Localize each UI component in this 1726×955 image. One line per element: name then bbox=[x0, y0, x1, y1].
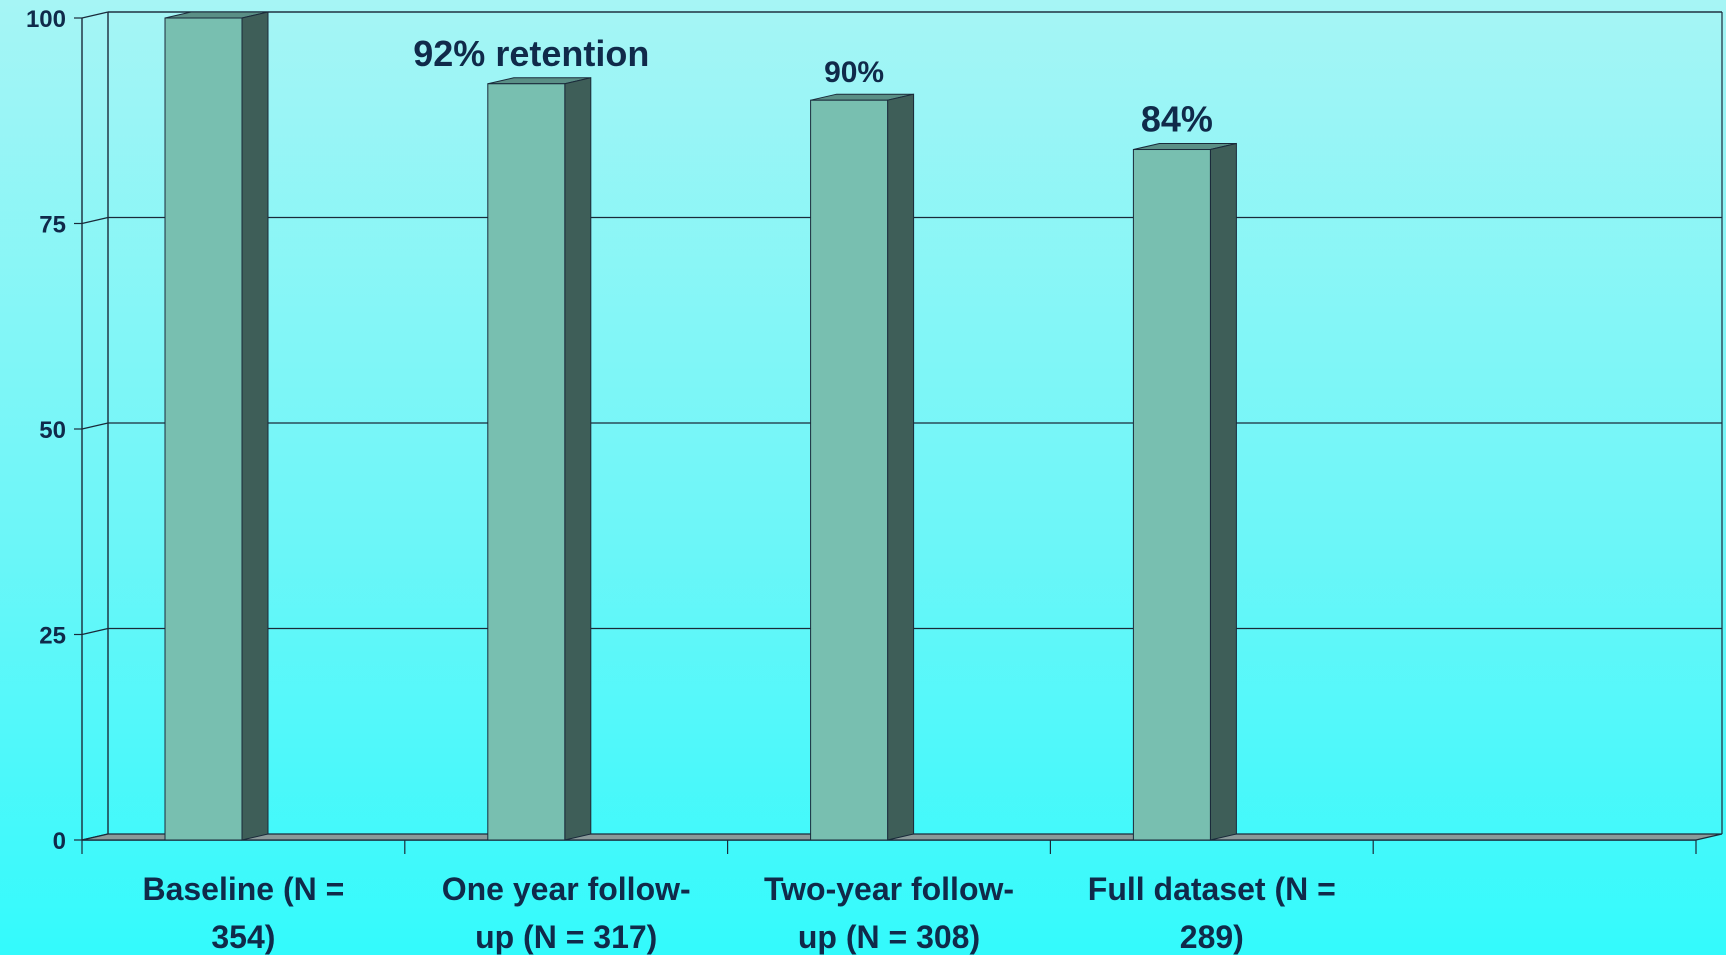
bar-side bbox=[241, 11, 269, 841]
bar bbox=[164, 17, 243, 841]
y-depth-tick bbox=[81, 422, 109, 430]
bar-data-label: 90% bbox=[824, 56, 884, 89]
x-category-label: One year follow- bbox=[442, 871, 691, 907]
y-axis-ticks: 0 25 50 75 100 bbox=[26, 6, 66, 855]
bar-side bbox=[887, 93, 915, 841]
y-tick-label: 100 bbox=[26, 6, 66, 33]
x-category-label: Two-year follow- bbox=[764, 871, 1014, 907]
bar bbox=[1132, 149, 1211, 841]
x-category-label: Full dataset (N = bbox=[1088, 871, 1336, 907]
bar-side bbox=[564, 77, 592, 841]
y-tick-label: 0 bbox=[53, 828, 66, 855]
x-category-label: 354) bbox=[211, 919, 275, 955]
y-depth-tick bbox=[81, 11, 109, 19]
y-tick-label: 25 bbox=[39, 623, 66, 650]
bar bbox=[810, 99, 889, 841]
y-tick-label: 50 bbox=[39, 417, 66, 444]
bars bbox=[164, 11, 1237, 841]
x-category-label: up (N = 317) bbox=[475, 919, 657, 955]
bar-side bbox=[1209, 142, 1237, 841]
y-depth-tick bbox=[81, 216, 109, 225]
x-category-label: Baseline (N = bbox=[142, 871, 344, 907]
y-tick-label: 75 bbox=[39, 212, 66, 239]
data-labels: 92% retention 90% 84% bbox=[413, 33, 1213, 140]
gridlines bbox=[108, 11, 1722, 630]
bar bbox=[487, 83, 566, 841]
bar-data-label: 92% retention bbox=[413, 33, 649, 74]
y-depth-tick bbox=[81, 627, 109, 636]
x-axis-categories: Baseline (N = 354) One year follow-up (N =… bbox=[142, 871, 1335, 955]
x-category-label: up (N = 308) bbox=[798, 919, 980, 955]
bar-data-label: 84% bbox=[1141, 99, 1213, 140]
x-category-label: 289) bbox=[1180, 919, 1244, 955]
